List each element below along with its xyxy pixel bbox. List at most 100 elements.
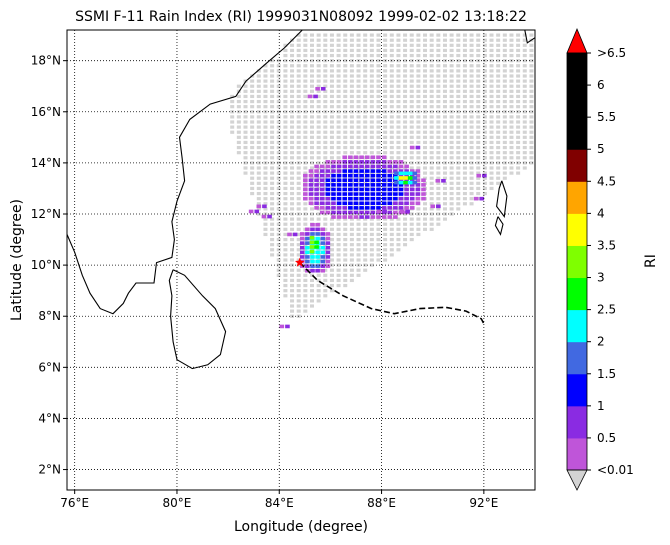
- no-rain-dot: [456, 207, 461, 211]
- no-rain-dot: [383, 53, 388, 58]
- no-rain-dot: [336, 53, 341, 58]
- no-rain-dot: [482, 84, 487, 88]
- no-rain-dot: [376, 258, 381, 262]
- no-rain-dot: [236, 140, 241, 145]
- no-rain-dot: [263, 79, 268, 83]
- no-rain-dot: [349, 145, 354, 150]
- no-rain-dot: [436, 156, 441, 160]
- rain-cell: [387, 192, 393, 196]
- no-rain-dot: [462, 94, 467, 99]
- no-rain-dot: [462, 69, 467, 73]
- rain-cell: [387, 169, 393, 173]
- no-rain-dot: [270, 69, 275, 73]
- rain-cell: [308, 187, 314, 192]
- no-rain-dot: [290, 48, 295, 53]
- no-rain-dot: [429, 94, 434, 99]
- rain-cell: [336, 201, 342, 206]
- rain-cell: [370, 173, 376, 178]
- no-rain-dot: [409, 120, 414, 124]
- no-rain-dot: [369, 248, 374, 252]
- rain-cell: [407, 171, 413, 176]
- no-rain-dot: [303, 299, 308, 303]
- no-rain-dot: [383, 120, 388, 124]
- no-rain-dot: [423, 94, 428, 99]
- no-rain-dot: [423, 69, 428, 73]
- no-rain-dot: [243, 89, 248, 93]
- coastline-andaman-north: [496, 180, 508, 219]
- no-rain-dot: [469, 166, 474, 170]
- no-rain-dot: [403, 99, 408, 104]
- no-rain-dot: [462, 171, 467, 175]
- rain-cell: [325, 201, 331, 206]
- no-rain-dot: [256, 79, 261, 83]
- no-rain-dot: [303, 202, 308, 206]
- no-rain-dot: [476, 191, 481, 196]
- no-rain-dot: [243, 110, 248, 114]
- no-rain-dot: [276, 263, 281, 267]
- rain-cell: [376, 155, 381, 160]
- rain-cell: [325, 169, 331, 173]
- no-rain-dot: [462, 191, 467, 196]
- no-rain-dot: [423, 48, 428, 53]
- no-rain-dot: [263, 186, 268, 191]
- no-rain-dot: [290, 273, 295, 277]
- no-rain-dot: [436, 89, 441, 93]
- no-rain-dot: [449, 53, 454, 58]
- no-rain-dot: [329, 33, 334, 37]
- no-rain-dot: [256, 161, 261, 165]
- no-rain-dot: [516, 89, 521, 93]
- rain-cell: [325, 164, 331, 169]
- no-rain-dot: [309, 48, 314, 53]
- rain-cell: [314, 196, 319, 201]
- no-rain-dot: [343, 94, 348, 99]
- no-rain-dot: [383, 74, 388, 78]
- no-rain-dot: [316, 53, 321, 58]
- rain-cell: [314, 178, 319, 183]
- no-rain-dot: [456, 115, 461, 119]
- no-rain-dot: [363, 94, 368, 99]
- rain-cell: [398, 187, 404, 192]
- no-rain-dot: [290, 53, 295, 58]
- no-rain-dot: [356, 105, 361, 109]
- no-rain-dot: [296, 289, 301, 293]
- no-rain-dot: [423, 105, 428, 109]
- no-rain-dot: [496, 130, 501, 134]
- no-rain-dot: [476, 166, 481, 170]
- no-rain-dot: [449, 197, 454, 201]
- no-rain-dot: [256, 74, 261, 78]
- no-rain-dot: [309, 115, 314, 119]
- x-tick-label: 88°E: [367, 496, 396, 510]
- no-rain-dot: [423, 89, 428, 93]
- no-rain-dot: [436, 79, 441, 83]
- no-rain-dot: [442, 115, 447, 119]
- no-rain-dot: [516, 161, 521, 165]
- no-rain-dot: [309, 273, 314, 277]
- no-rain-dot: [276, 186, 281, 191]
- rain-cell: [387, 196, 393, 201]
- no-rain-dot: [309, 110, 314, 114]
- rain-cell: [381, 160, 387, 164]
- no-rain-dot: [529, 84, 534, 88]
- no-rain-dot: [502, 156, 507, 160]
- no-rain-dot: [529, 74, 534, 78]
- no-rain-dot: [250, 89, 255, 93]
- no-rain-dot: [436, 130, 441, 134]
- no-rain-dot: [303, 294, 308, 298]
- no-rain-dot: [423, 64, 428, 68]
- no-rain-dot: [396, 79, 401, 83]
- no-rain-dot: [376, 243, 381, 247]
- no-rain-dot: [403, 105, 408, 109]
- rain-cell: [359, 183, 364, 187]
- no-rain-dot: [270, 59, 275, 63]
- no-rain-dot: [409, 69, 414, 73]
- no-rain-dot: [449, 125, 454, 129]
- no-rain-dot: [270, 156, 275, 160]
- rain-cell: [415, 187, 421, 192]
- no-rain-dot: [423, 120, 428, 124]
- no-rain-dot: [429, 197, 434, 201]
- no-rain-dot: [462, 59, 467, 63]
- no-rain-dot: [363, 135, 368, 139]
- no-rain-dot: [509, 38, 514, 42]
- no-rain-dot: [416, 69, 421, 73]
- no-rain-dot: [383, 89, 388, 93]
